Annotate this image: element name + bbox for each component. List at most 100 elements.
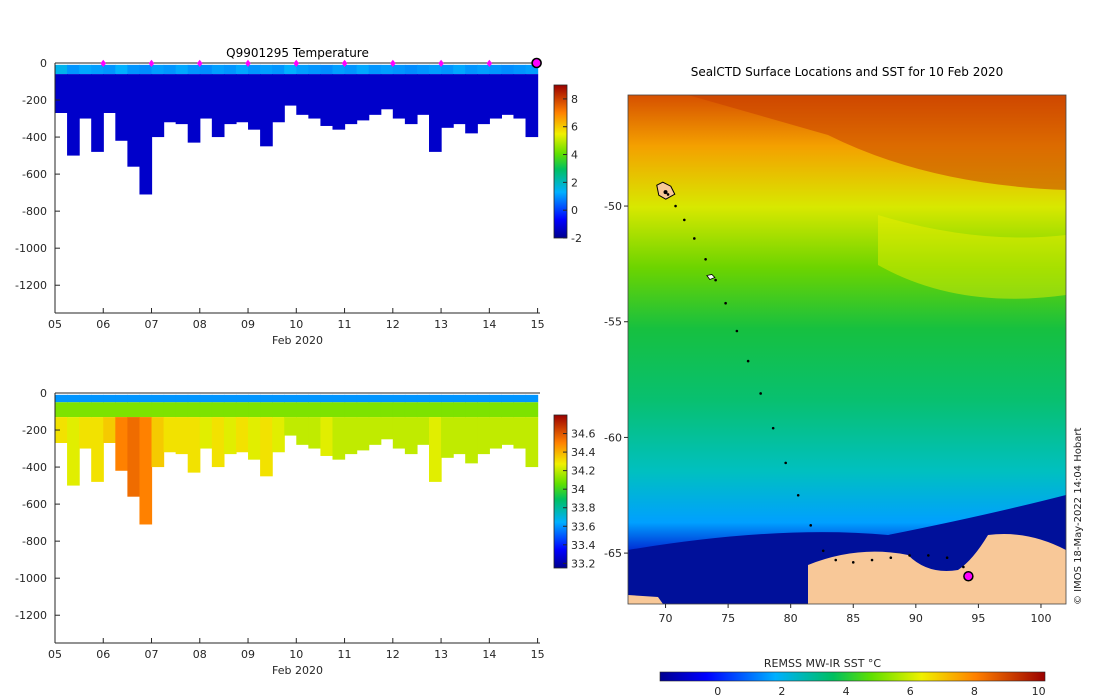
salinity-deep-cell	[199, 417, 213, 449]
sst-colorbar-tick-label: 4	[843, 685, 850, 698]
salinity-surface-cell	[235, 394, 249, 403]
sst-colorbar-tick-label: 8	[971, 685, 978, 698]
colorbar-tick-label: 33.2	[571, 557, 596, 570]
sst-colorbar-label: REMSS MW-IR SST °C	[764, 657, 882, 670]
salinity-deep-cell	[477, 417, 490, 455]
temperature-deep-cell	[175, 74, 189, 125]
x-axis-label: Feb 2020	[272, 334, 323, 347]
colorbar-tick-label: 6	[571, 121, 578, 134]
salinity-mid-cell	[489, 402, 502, 418]
map-title: SealCTD Surface Locations and SST for 10…	[691, 65, 1004, 79]
salinity-mid-cell	[235, 402, 249, 418]
dive-marker: ♦	[485, 59, 494, 70]
track-point	[759, 392, 762, 395]
x-tick-label: 08	[193, 318, 207, 331]
temperature-surface-cell	[79, 64, 92, 75]
salinity-surface-cell	[429, 394, 442, 403]
dive-marker: ♦	[147, 59, 156, 70]
salinity-mid-cell	[368, 402, 382, 418]
map-x-tick-label: 80	[784, 612, 798, 625]
temperature-surface-cell	[235, 64, 249, 75]
salinity-deep-cell	[380, 417, 394, 440]
salinity-mid-cell	[308, 402, 322, 418]
temperature-deep-cell	[260, 74, 273, 147]
temperature-surface-cell	[187, 64, 201, 75]
sst-colorbar-tick-label: 10	[1032, 685, 1046, 698]
temperature-surface-cell	[344, 64, 358, 75]
salinity-surface-cell	[55, 394, 68, 403]
sst-colorbar	[659, 671, 1046, 682]
salinity-mid-cell	[103, 402, 116, 418]
salinity-deep-cell	[356, 417, 370, 451]
temperature-surface-cell	[525, 64, 539, 75]
colorbar-tick-label: 33.6	[571, 520, 596, 533]
temperature-surface-cell	[127, 64, 141, 75]
salinity-deep-cell	[416, 417, 430, 445]
salinity-surface-cell	[356, 394, 370, 403]
x-tick-label: 10	[289, 318, 303, 331]
temperature-deep-cell	[320, 74, 334, 126]
salinity-deep-cell	[127, 417, 141, 497]
temperature-surface-cell	[55, 64, 68, 75]
colorbar-tick-label: 34	[571, 483, 585, 496]
temperature-surface-cell	[296, 64, 309, 75]
y-tick-label: -200	[22, 94, 47, 107]
temperature-surface-cell	[67, 64, 80, 75]
temperature-deep-cell	[211, 74, 225, 138]
salinity-mid-cell	[115, 402, 128, 418]
salinity-deep-cell	[404, 417, 418, 455]
salinity-surface-cell	[477, 394, 490, 403]
temperature-surface-cell	[441, 64, 454, 75]
temperature-deep-cell	[404, 74, 418, 125]
salinity-deep-cell	[248, 417, 261, 460]
track-point	[683, 218, 686, 222]
salinity-mid-cell	[91, 402, 104, 418]
temperature-surface-cell	[489, 64, 502, 75]
salinity-deep-cell	[308, 417, 322, 449]
track-point	[674, 204, 677, 208]
salinity-mid-cell	[404, 402, 418, 418]
salinity-mid-cell	[127, 402, 141, 418]
y-tick-label: -1200	[15, 279, 47, 292]
map-x-tick-label: 95	[971, 612, 985, 625]
x-tick-label: 05	[48, 648, 62, 661]
y-tick-label: -1200	[15, 609, 47, 622]
salinity-surface-cell	[260, 394, 273, 403]
temperature-deep-cell	[272, 74, 285, 123]
salinity-surface-cell	[284, 394, 297, 403]
temperature-deep-cell	[115, 74, 128, 141]
x-tick-label: 14	[482, 648, 496, 661]
track-point	[927, 554, 930, 557]
salinity-surface-cell	[320, 394, 334, 403]
map-y-tick-label: -55	[604, 316, 622, 329]
temperature-deep-cell	[416, 74, 430, 115]
salinity-surface-cell	[296, 394, 309, 403]
salinity-mid-cell	[296, 402, 309, 418]
temperature-surface-cell	[260, 64, 273, 75]
temperature-deep-cell	[139, 74, 153, 195]
salinity-surface-cell	[525, 394, 539, 403]
salinity-surface-cell	[175, 394, 189, 403]
y-tick-label: 0	[40, 387, 47, 400]
track-point	[908, 554, 911, 557]
x-tick-label: 12	[386, 648, 400, 661]
salinity-surface-cell	[272, 394, 285, 403]
salinity-deep-cell	[441, 417, 454, 458]
salinity-mid-cell	[320, 402, 334, 418]
salinity-deep-cell	[368, 417, 382, 445]
dive-marker: ♦	[244, 59, 253, 70]
dive-marker: ♦	[340, 59, 349, 70]
antarctic-landmass	[808, 534, 1066, 604]
salinity-mid-cell	[55, 402, 68, 418]
salinity-mid-cell	[67, 402, 80, 418]
salinity-surface-cell	[199, 394, 213, 403]
temperature-surface-cell	[223, 64, 237, 75]
x-tick-label: 15	[531, 318, 545, 331]
salinity-mid-cell	[392, 402, 406, 418]
latest-position-marker	[963, 570, 974, 582]
map-x-tick-label: 85	[846, 612, 860, 625]
salinity-mid-cell	[248, 402, 261, 418]
temperature-deep-cell	[235, 74, 249, 123]
